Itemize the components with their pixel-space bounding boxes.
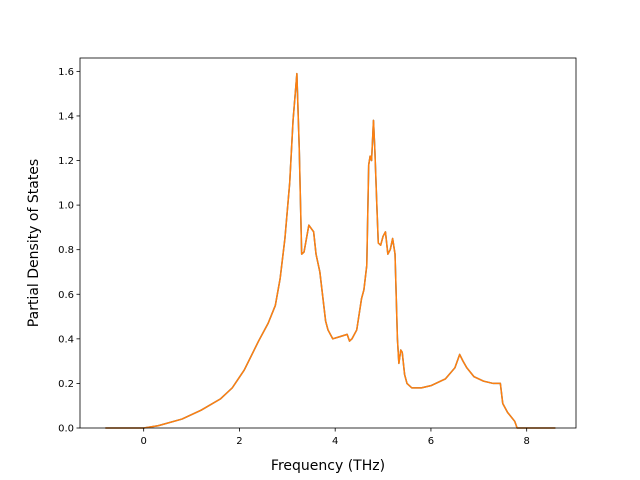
x-tick-label: 4 [332,436,338,447]
x-tick-label: 0 [140,436,146,447]
plot-frame [79,57,577,429]
y-tick-label: 0.4 [58,334,74,345]
series-line-1 [105,72,556,429]
y-tick-label: 1.6 [58,67,74,78]
y-tick-label: 1.2 [58,156,74,167]
y-tick-label: 0.0 [58,424,74,435]
x-tick-label: 2 [236,436,242,447]
x-tick-label: 8 [523,436,529,447]
y-tick-label: 1.0 [58,201,74,212]
y-tick-label: 0.2 [58,379,74,390]
y-tick-label: 0.8 [58,245,74,256]
y-tick-label: 1.4 [58,111,74,122]
x-axis-label: Frequency (THz) [271,458,385,474]
x-axis-ticks: 0 2 4 6 8 [140,428,530,447]
y-tick-label: 0.6 [58,290,74,301]
series-layer [105,72,556,429]
y-axis-ticks: 0.0 0.2 0.4 0.6 0.8 1.0 1.2 1.4 1.6 [58,67,80,435]
x-tick-label: 6 [428,436,434,447]
y-axis-label: Partial Density of States [26,159,42,327]
